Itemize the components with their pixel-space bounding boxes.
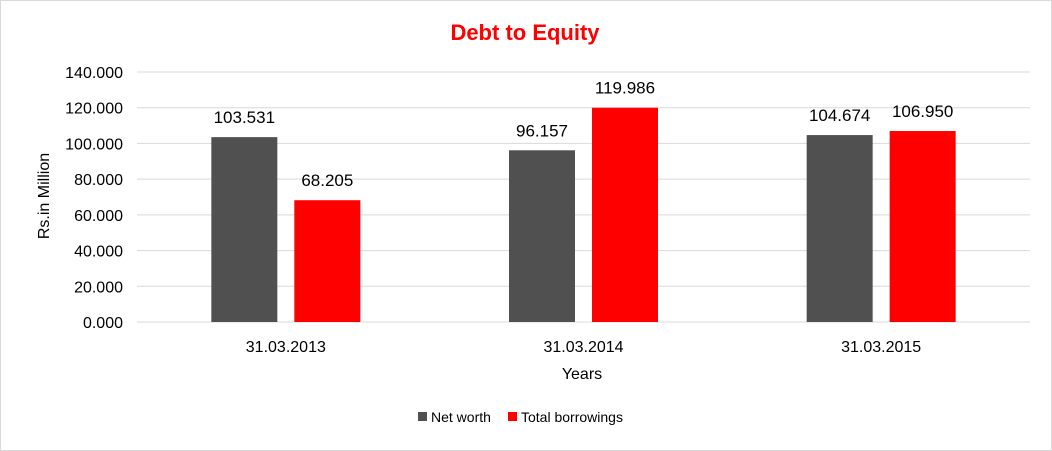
y-tick-label: 140.000 <box>65 65 123 82</box>
bar-total-borrowings <box>592 107 658 322</box>
y-tick-label: 120.000 <box>65 101 123 118</box>
data-label: 68.205 <box>301 171 353 190</box>
legend-item: Total borrowings <box>508 409 623 425</box>
x-tick-label: 31.03.2014 <box>543 339 623 356</box>
legend-label: Total borrowings <box>521 409 623 425</box>
bar-net-worth <box>509 150 575 322</box>
data-labels: 103.531 68.205 96.157 119.986 104.674 106.950 <box>214 79 954 190</box>
y-tick-label: 100.000 <box>65 136 123 153</box>
bar-total-borrowings <box>294 200 361 322</box>
chart-title: Debt to Equity <box>450 20 600 45</box>
data-label: 106.950 <box>892 102 953 121</box>
legend-swatch <box>418 412 427 421</box>
y-tick-label: 20.000 <box>74 279 123 296</box>
legend-item: Net worth <box>418 409 491 425</box>
legend: Net worth Total borrowings <box>418 409 623 425</box>
data-label: 96.157 <box>516 121 568 140</box>
y-tick-label: 0.000 <box>83 315 123 332</box>
bars <box>211 107 956 322</box>
data-label: 104.674 <box>809 106 870 125</box>
y-axis-ticks: 0.000 20.000 40.000 60.000 80.000 100.000 120.… <box>65 65 123 332</box>
x-axis-label: Years <box>562 366 602 383</box>
legend-swatch <box>508 412 517 421</box>
y-tick-label: 40.000 <box>74 244 123 261</box>
legend-label: Net worth <box>431 409 491 425</box>
x-tick-label: 31.03.2013 <box>246 339 326 356</box>
x-tick-label: 31.03.2015 <box>841 339 921 356</box>
bar-net-worth <box>806 135 873 322</box>
bar-total-borrowings <box>889 131 956 322</box>
y-tick-label: 60.000 <box>74 208 123 225</box>
x-axis-ticks: 31.03.2013 31.03.2014 31.03.2015 <box>246 339 922 356</box>
bar-net-worth <box>211 137 278 322</box>
data-label: 119.986 <box>595 79 655 98</box>
y-axis-label: Rs.in Million <box>36 153 53 239</box>
y-tick-label: 80.000 <box>74 172 123 189</box>
data-label: 103.531 <box>214 108 275 127</box>
gridlines <box>137 71 1030 323</box>
